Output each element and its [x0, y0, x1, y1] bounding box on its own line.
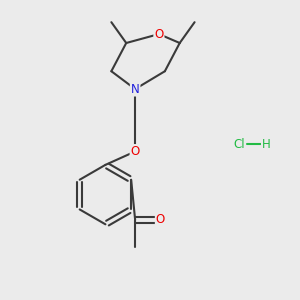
Text: O: O	[154, 28, 164, 40]
Text: N: N	[131, 82, 140, 96]
Text: O: O	[130, 145, 140, 158]
Text: O: O	[156, 213, 165, 226]
Text: Cl: Cl	[233, 138, 245, 151]
Text: H: H	[262, 138, 270, 151]
